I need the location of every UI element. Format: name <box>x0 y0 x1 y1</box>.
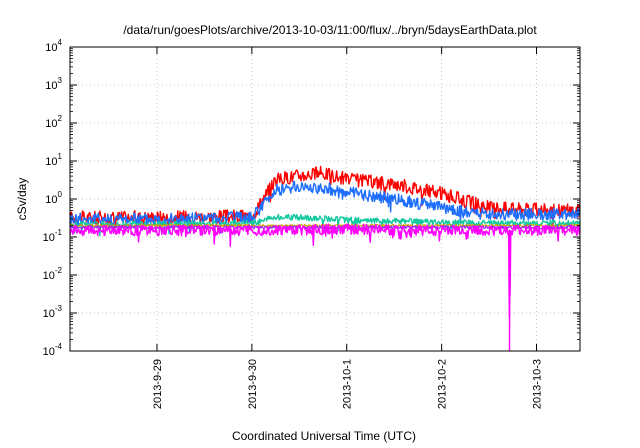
series-line-5 <box>69 225 581 230</box>
y-axis-title: cSv/day <box>15 178 29 221</box>
x-axis-ticks: 2013-9-29 2013-9-30 2013-10-1 2013-10-2 2013… <box>152 47 544 409</box>
x-tick-label: 2013-9-30 <box>247 359 259 409</box>
y-tick-label: 10-1 <box>43 228 63 244</box>
series-line-6 <box>69 223 581 352</box>
y-tick-label: 10-4 <box>43 342 63 358</box>
y-tick-label: 101 <box>45 152 62 168</box>
y-tick-label: 10-2 <box>43 266 63 282</box>
y-tick-label: 104 <box>45 38 62 54</box>
y-tick-label: 100 <box>45 190 62 206</box>
series-line-2 <box>69 180 581 234</box>
series-layer <box>69 165 581 352</box>
x-tick-label: 2013-10-1 <box>342 359 354 409</box>
x-axis-title: Coordinated Universal Time (UTC) <box>232 429 416 443</box>
x-tick-label: 2013-9-29 <box>152 359 164 409</box>
x-tick-label: 2013-10-2 <box>437 359 449 409</box>
series-line-4 <box>69 223 581 228</box>
y-tick-label: 10-3 <box>43 304 63 320</box>
y-tick-label: 103 <box>45 76 62 92</box>
y-axis-ticks: 10-4 10-3 10-2 10-1 100 101 102 103 104 <box>43 38 580 358</box>
chart-title: /data/run/goesPlots/archive/2013-10-03/1… <box>123 23 537 37</box>
series-line-3 <box>69 213 581 237</box>
y-tick-label: 102 <box>45 114 62 130</box>
x-tick-label: 2013-10-3 <box>532 359 544 409</box>
